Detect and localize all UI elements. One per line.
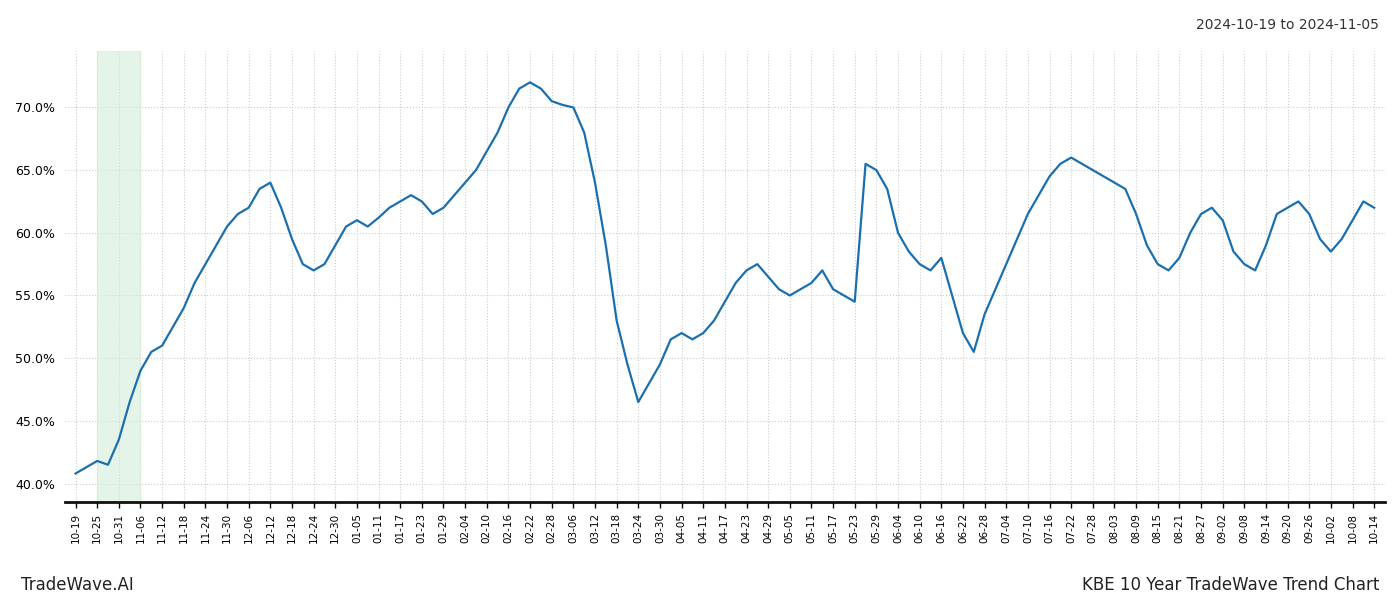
Text: TradeWave.AI: TradeWave.AI (21, 576, 134, 594)
Bar (97, 51, 140, 502)
Text: 2024-10-19 to 2024-11-05: 2024-10-19 to 2024-11-05 (1196, 18, 1379, 32)
Text: KBE 10 Year TradeWave Trend Chart: KBE 10 Year TradeWave Trend Chart (1082, 576, 1379, 594)
